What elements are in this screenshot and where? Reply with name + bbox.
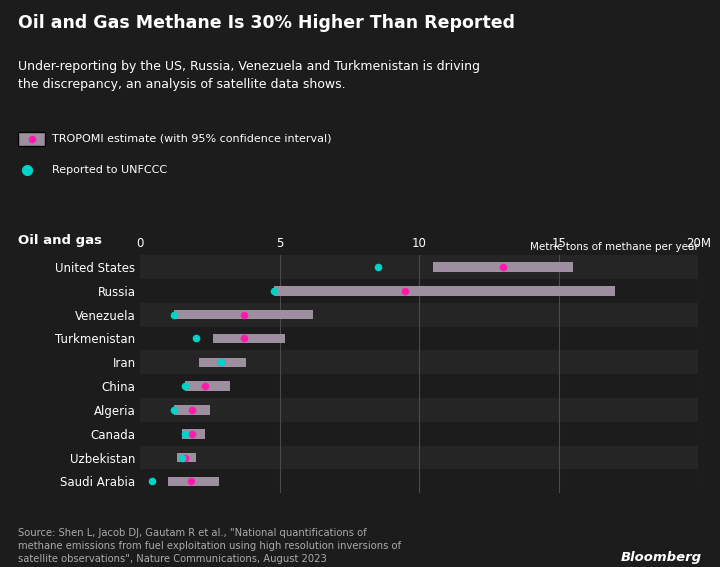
Bar [176,453,196,462]
Bar [174,310,313,319]
Bar [140,279,698,303]
Bar [168,477,219,486]
Text: TROPOMI estimate (with 95% confidence interval): TROPOMI estimate (with 95% confidence in… [52,134,331,144]
Text: Metric tons of methane per year: Metric tons of methane per year [530,242,698,252]
Text: Under-reporting by the US, Russia, Venezuela and Turkmenistan is driving
the dis: Under-reporting by the US, Russia, Venez… [18,60,480,91]
Bar [140,350,698,374]
Bar [140,446,698,469]
Bar [140,327,698,350]
Bar [199,358,246,367]
Text: Oil and Gas Methane Is 30% Higher Than Reported: Oil and Gas Methane Is 30% Higher Than R… [18,14,515,32]
Bar [140,255,698,279]
Bar [182,429,204,438]
Text: Source: Shen L, Jacob DJ, Gautam R et al., "National quantifications of
methane : Source: Shen L, Jacob DJ, Gautam R et al… [18,528,401,564]
Bar [433,263,573,272]
Text: Reported to UNFCCC: Reported to UNFCCC [52,165,167,175]
Bar [213,334,285,343]
Text: Bloomberg: Bloomberg [621,551,702,564]
Text: Oil and gas: Oil and gas [18,234,102,247]
Bar [140,398,698,422]
Bar [140,374,698,398]
Bar [185,382,230,391]
Bar [140,422,698,446]
Bar [174,405,210,414]
Bar [140,303,698,327]
Bar [274,286,615,295]
Bar [140,469,698,493]
